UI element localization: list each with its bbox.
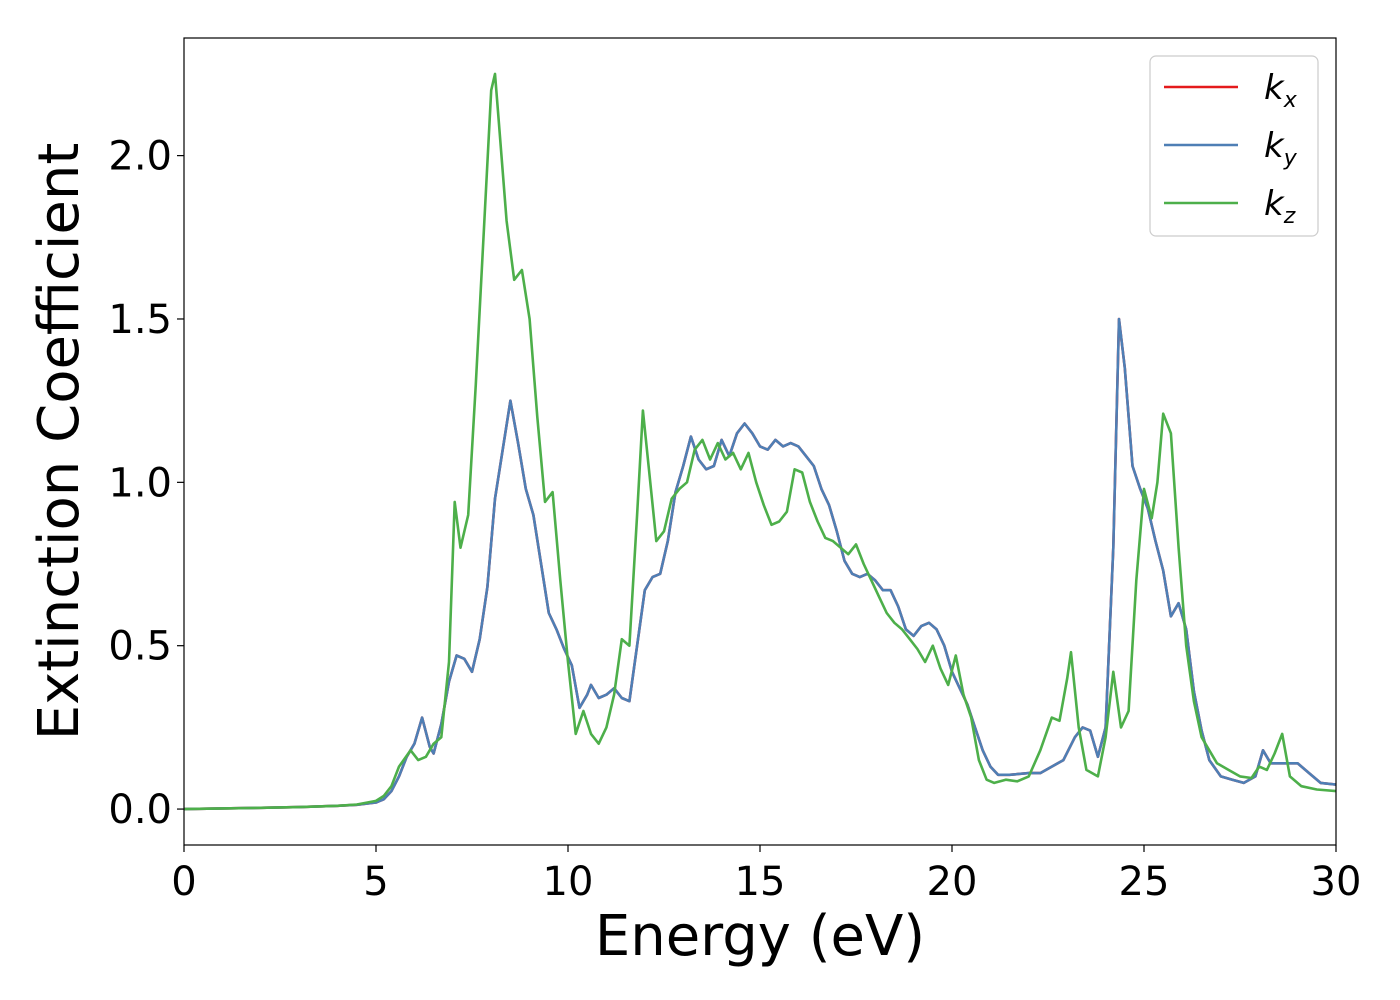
x-tick-label: 15 [735,859,786,905]
x-tick-label: 0 [171,859,196,905]
legend-label-sub: y [1283,146,1298,171]
legend-label-main: k [1264,126,1285,166]
series-line-z [184,72,1336,811]
series-lines [184,72,1336,811]
x-tick-label: 5 [363,859,388,905]
y-tick-label: 0.0 [108,787,172,833]
x-tick-label: 25 [1119,859,1170,905]
y-axis-label: Extinction Coefficient [27,143,92,741]
axis-ticks: 0 5 10 15 20 25 30 0.0 0.5 1.0 1.5 2.0 [108,134,1361,905]
x-tick-label: 10 [543,859,594,905]
y-tick-label: 2.0 [108,134,172,180]
x-tick-label: 30 [1311,859,1362,905]
legend-label-sub: x [1283,88,1298,113]
legend-label-sub: z [1283,204,1296,229]
x-tick-label: 20 [927,859,978,905]
legend-label-y: ky [1264,126,1298,171]
legend-label-z: kz [1264,184,1296,229]
y-tick-label: 1.5 [108,297,172,343]
legend-label-main: k [1264,184,1285,224]
legend-label-main: k [1264,68,1285,108]
y-tick-label: 1.0 [108,460,172,506]
x-axis-label: Energy (eV) [595,904,925,969]
y-tick-label: 0.5 [108,624,172,670]
legend-label-x: kx [1264,68,1298,113]
